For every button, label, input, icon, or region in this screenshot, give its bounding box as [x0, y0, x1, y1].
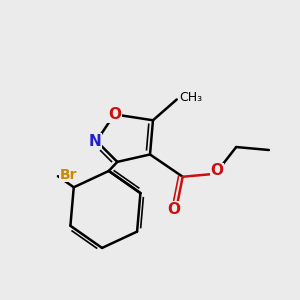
Text: O: O [210, 163, 224, 178]
Text: CH₃: CH₃ [180, 92, 203, 104]
Text: O: O [108, 107, 121, 122]
Text: O: O [167, 202, 180, 217]
Text: N: N [88, 134, 101, 148]
Text: Br: Br [59, 168, 77, 182]
